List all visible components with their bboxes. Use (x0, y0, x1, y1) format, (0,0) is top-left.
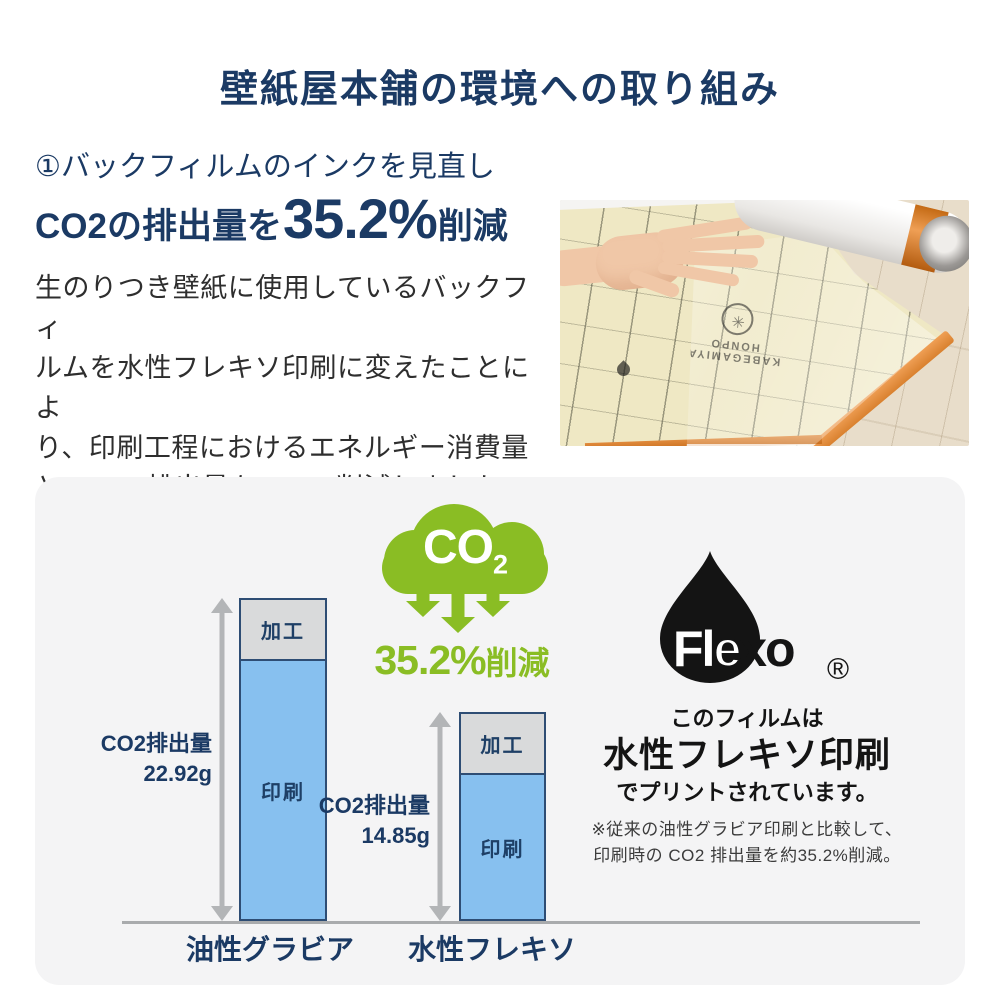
reduction-annotation: 35.2%削減 (342, 637, 582, 684)
category-label-oil-gravure: 油性グラビア (185, 934, 354, 965)
page-title: 壁紙屋本舗の環境への取り組み (219, 69, 780, 111)
co2-reduction-headline: CO2の排出量を 35.2% 削減 (35, 186, 508, 251)
bar-segment-processing: 加工 (461, 714, 544, 775)
headline-suffix: 削減 (437, 207, 508, 246)
headline-percent: 35.2% (282, 187, 438, 250)
flexo-footnote2: 印刷時の CO2 排出量を約35.2%削減。 (593, 846, 901, 865)
co2-cloud-text: CO2 (422, 521, 508, 580)
segment-label: 印刷 (480, 838, 525, 861)
bar-segment-processing: 加工 (241, 600, 325, 661)
flexo-drop-icon (660, 551, 760, 683)
flexo-line2: 水性フレキソ印刷 (602, 736, 891, 775)
segment-label: 印刷 (261, 781, 305, 804)
registered-trademark-icon: ® (827, 653, 850, 686)
co2-total-label-2: CO2排出量 14.85g (285, 791, 430, 851)
co2-cloud-icon: CO2 (382, 504, 548, 594)
arrow-up-icon (211, 598, 233, 613)
co2-total-label-1: CO2排出量 22.92g (65, 729, 212, 789)
product-photo: KABEGAMIYA HONPO ✳ (560, 200, 969, 446)
annotation-percent: 35.2% (374, 637, 486, 683)
arrow-shaft (437, 725, 443, 908)
arrow-shaft (219, 611, 225, 908)
measure-value: 22.92g (143, 761, 213, 786)
bar-segment-printing: 印刷 (461, 775, 544, 919)
bar-water-flexo: 加工 印刷 (459, 712, 546, 921)
measure-label: CO2排出量 (100, 731, 212, 756)
arrow-up-icon (429, 712, 451, 727)
segment-label: 加工 (480, 735, 525, 757)
arrow-down-icon (211, 906, 233, 921)
co2-down-arrow-icon (441, 587, 475, 633)
arrow-down-icon (429, 906, 451, 921)
headline-prefix: CO2の排出量を (35, 207, 282, 246)
dimension-arrow (205, 598, 239, 921)
x-axis-line (122, 921, 920, 924)
flexo-line1: このフィルムは (670, 706, 824, 731)
photo-stamp-mark-icon: ✳ (720, 301, 756, 337)
flexo-logo-text: Flexo (673, 620, 796, 678)
photo-hand (560, 203, 765, 322)
flexo-footnote1: ※従来の油性グラビア印刷と比較して、 (591, 820, 903, 839)
dimension-arrow (423, 712, 457, 921)
measure-label: CO2排出量 (318, 793, 430, 818)
segment-label: 加工 (261, 621, 305, 643)
intro-paragraph: 生のりつき壁紙に使用しているバックフィ ルムを水性フレキソ印刷に変えたことによ … (35, 273, 530, 503)
category-label-water-flexo: 水性フレキソ (407, 934, 576, 965)
flexo-line3: でプリントされています。 (616, 780, 878, 805)
bar-segment-printing: 印刷 (241, 661, 325, 919)
comparison-panel: 加工 印刷 CO2排出量 22.92g 加工 印刷 (35, 477, 965, 985)
measure-value: 14.85g (361, 823, 431, 848)
section-heading: ①バックフィルムのインクを見直し (35, 151, 495, 183)
bar-oil-gravure: 加工 印刷 (239, 598, 327, 921)
annotation-suffix: 削減 (485, 645, 550, 681)
